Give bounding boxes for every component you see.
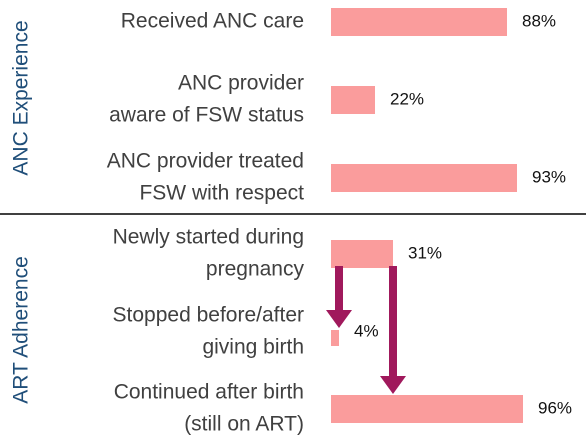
bar <box>331 330 339 346</box>
arrow-shaft <box>389 266 397 378</box>
bar <box>331 395 523 423</box>
arrow-shaft <box>335 266 343 312</box>
group-label: ANC Experience <box>10 20 33 175</box>
category-label: Received ANC care <box>121 10 304 33</box>
category-label: Newly started during <box>113 226 304 249</box>
category-label: pregnancy <box>206 258 305 281</box>
bar <box>331 8 507 36</box>
bar <box>331 240 393 268</box>
category-label: Stopped before/after <box>113 304 304 327</box>
group-label: ART Adherence <box>10 256 33 404</box>
bar <box>331 164 517 192</box>
value-label: 31% <box>408 243 442 262</box>
category-label: ANC provider <box>178 72 304 95</box>
arrow-head <box>380 376 406 394</box>
value-label: 93% <box>532 167 566 186</box>
arrow-head <box>326 310 352 328</box>
value-label: 96% <box>538 398 572 417</box>
bar <box>331 86 375 114</box>
category-label: ANC provider treated <box>107 150 304 173</box>
value-label: 22% <box>390 89 424 108</box>
value-label: 4% <box>354 321 379 340</box>
category-label: aware of FSW status <box>109 104 304 127</box>
category-label: Continued after birth <box>114 381 304 404</box>
arrows <box>326 266 406 394</box>
category-label: (still on ART) <box>184 413 304 436</box>
category-label: giving birth <box>202 336 304 359</box>
value-label: 88% <box>522 11 556 30</box>
category-label: FSW with respect <box>139 182 304 205</box>
